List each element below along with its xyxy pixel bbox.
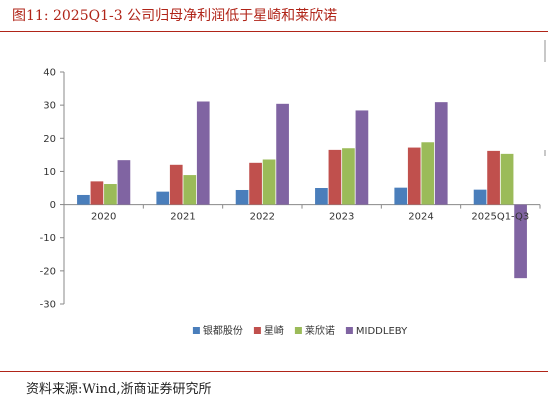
- bar: [196, 101, 210, 205]
- bar: [487, 150, 500, 205]
- bar: [315, 188, 328, 205]
- y-tick-label: 40: [43, 68, 56, 79]
- bar: [434, 102, 448, 205]
- bar: [394, 187, 408, 205]
- title-rule: [0, 31, 548, 32]
- bar: [500, 153, 514, 205]
- source-note: 资料来源:Wind,浙商证券研究所: [26, 382, 212, 397]
- y-tick-label: -20: [40, 266, 56, 277]
- legend-swatch: [294, 327, 302, 334]
- x-tick-label: 2020: [91, 212, 116, 223]
- legend-label: 星崎: [264, 324, 284, 337]
- bar: [104, 184, 117, 205]
- edge-mark: [544, 40, 546, 62]
- legend-swatch: [192, 327, 200, 334]
- x-tick-label: 2024: [408, 212, 433, 223]
- edge-mark: [544, 150, 546, 156]
- x-tick-label: 2023: [329, 212, 354, 223]
- bar: [328, 149, 342, 205]
- y-tick-label: 10: [43, 167, 56, 178]
- y-tick-label: 20: [43, 134, 56, 145]
- x-tick-label: 2025Q1-Q3: [471, 212, 529, 223]
- legend-label: 莱欣诺: [305, 324, 335, 337]
- bar: [473, 189, 487, 205]
- bar: [90, 181, 104, 205]
- bar: [249, 162, 262, 205]
- legend-swatch: [253, 327, 261, 334]
- bar: [235, 189, 249, 205]
- bar-chart: -30 -20 -10 0 10 20 30 40 2020 2021 2022 2023 2024 20…: [40, 68, 541, 337]
- bar: [421, 142, 435, 205]
- bar: [117, 160, 131, 205]
- bar: [407, 147, 421, 205]
- source-rule: [0, 371, 548, 372]
- bar: [169, 164, 183, 205]
- y-tick-label: 0: [50, 200, 56, 211]
- bar: [355, 110, 369, 205]
- bar: [183, 175, 197, 205]
- x-tick-label: 2021: [170, 212, 195, 223]
- y-tick-label: -30: [40, 300, 56, 311]
- x-tick-label: 2022: [250, 212, 275, 223]
- legend-swatch: [345, 327, 353, 334]
- legend-label: 银都股份: [203, 324, 243, 337]
- legend-label: MIDDLEBY: [356, 326, 408, 337]
- y-tick-label: 30: [43, 101, 56, 112]
- figure-title: 图11: 2025Q1-3 公司归母净利润低于星崎和莱欣诺: [12, 8, 338, 24]
- bar: [262, 159, 276, 205]
- bar: [342, 148, 355, 205]
- bar: [276, 103, 289, 205]
- y-tick-label: -10: [40, 233, 56, 244]
- bar: [514, 204, 527, 279]
- bar: [156, 191, 170, 205]
- bar: [77, 194, 90, 205]
